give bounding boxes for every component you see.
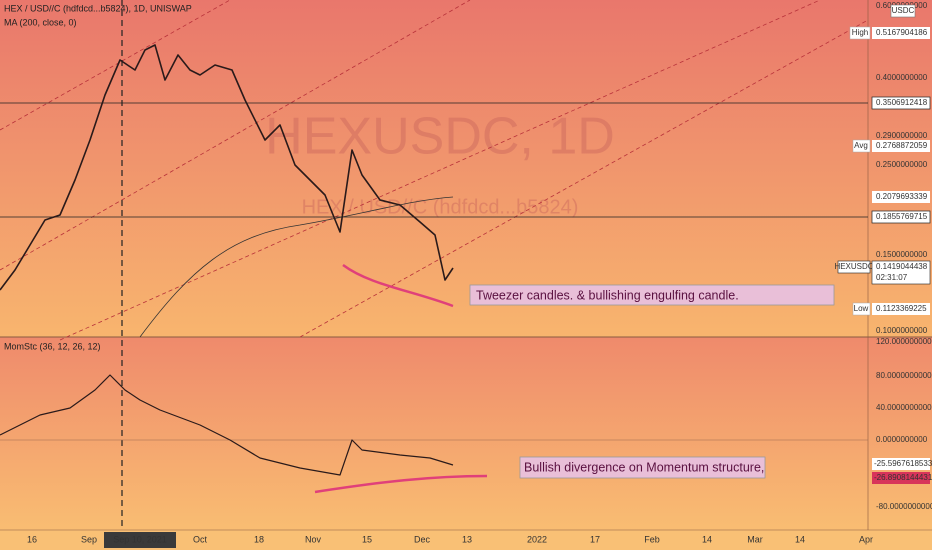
time-label: 15 xyxy=(362,534,372,544)
momentum-title: MomStc (36, 12, 26, 12) xyxy=(4,341,101,351)
value-box xyxy=(871,210,931,224)
momentum-value: -25.5967618533 xyxy=(874,459,932,468)
avg-value: 0.2768872059 xyxy=(876,141,928,150)
price-level: 0.2900000000 xyxy=(876,131,928,140)
price-trace xyxy=(0,44,454,291)
symbol: HEXUSDC xyxy=(834,262,873,271)
value-box xyxy=(872,27,930,39)
tag-box xyxy=(849,26,871,40)
low-tag: Low xyxy=(854,304,869,313)
price-level: 0.1000000000 xyxy=(876,326,928,335)
time-label: Oct xyxy=(193,534,208,544)
high-value: 0.5167904186 xyxy=(876,28,928,37)
momentum-level: 120.0000000000 xyxy=(876,337,932,346)
countdown: 02:31:07 xyxy=(876,273,908,282)
note-text: Bullish divergence on Momentum structure… xyxy=(524,460,764,474)
momentum-level: 80.0000000000 xyxy=(876,371,932,380)
note-box xyxy=(469,284,835,306)
time-highlight xyxy=(104,532,176,548)
time-label: 18 xyxy=(254,534,264,544)
chart-title: HEX / USD//C (hdfdcd...b5824), 1D, UNISW… xyxy=(4,3,192,13)
time-label: 13 xyxy=(462,534,472,544)
momentum-level: -80.0000000000 xyxy=(876,502,932,511)
time-label: 2022 xyxy=(527,534,547,544)
tag-box xyxy=(852,302,871,316)
divergence-curve xyxy=(342,263,454,308)
time-label: 16 xyxy=(27,534,37,544)
currency: USDC xyxy=(892,6,915,15)
avg-tag: Avg xyxy=(854,141,868,150)
ma-value: 0.2079693339 xyxy=(876,192,928,201)
note-box xyxy=(519,456,766,479)
value-box xyxy=(872,458,930,470)
indicator-title: MA (200, close, 0) xyxy=(4,17,77,27)
value-box xyxy=(872,191,930,203)
time-label: Nov xyxy=(305,534,322,544)
last-value: 0.1419044438 xyxy=(876,262,928,271)
currency-badge xyxy=(890,4,916,18)
time-axis: 16 Sep Sep 10, 2021 Oct 18 Nov 15 Dec 13 2022 17 Fe… xyxy=(27,532,873,548)
value-box xyxy=(872,303,930,315)
price-level: 0.1500000000 xyxy=(876,250,928,259)
watermark-sub: HEX / USD//C (hdfdcd...b5824) xyxy=(302,196,579,218)
moving-average xyxy=(139,196,454,338)
time-label: 14 xyxy=(795,534,805,544)
low-value: 0.1123369225 xyxy=(876,304,927,313)
price-pane xyxy=(0,0,932,337)
channel-lines xyxy=(0,0,869,341)
value-box xyxy=(872,140,930,152)
tag-box xyxy=(852,139,871,153)
momentum-level: 0.0000000000 xyxy=(876,435,928,444)
symbol-box xyxy=(837,260,871,274)
time-label: Feb xyxy=(644,534,660,544)
momentum-trace xyxy=(0,374,454,476)
time-label: Apr xyxy=(859,534,873,544)
high-tag: High xyxy=(852,28,868,37)
time-label: Sep 10, 2021 xyxy=(113,534,167,544)
value-box xyxy=(871,96,931,110)
price-level: 0.2500000000 xyxy=(876,160,928,169)
time-label: 14 xyxy=(702,534,712,544)
value-box xyxy=(872,472,930,484)
time-label: Dec xyxy=(414,534,431,544)
momentum-pane xyxy=(0,337,932,530)
line-value: 0.3506912418 xyxy=(876,98,928,107)
time-label: Sep xyxy=(81,534,97,544)
momentum-level: 40.0000000000 xyxy=(876,403,932,412)
note-text: Tweezer candles. & bullishing engulfing … xyxy=(476,288,739,302)
time-axis-bar xyxy=(0,530,932,550)
price-level: 0.4000000000 xyxy=(876,73,928,82)
divergence-curve xyxy=(314,474,488,494)
watermark: HEXUSDC, 1D xyxy=(265,108,615,166)
time-label: 17 xyxy=(590,534,600,544)
time-label: Mar xyxy=(747,534,763,544)
momentum-value: -26.8908144431 xyxy=(874,473,932,482)
line-value: 0.1855769715 xyxy=(876,212,928,221)
value-box xyxy=(871,260,931,285)
